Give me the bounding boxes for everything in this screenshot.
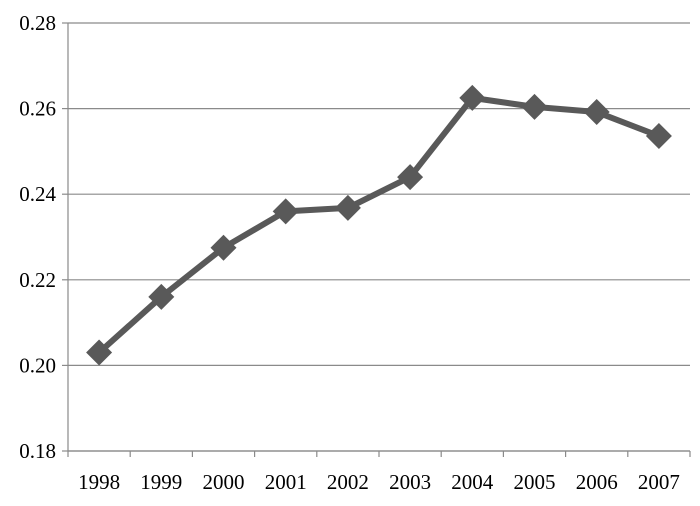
data-point-marker xyxy=(583,99,610,126)
data-point-marker xyxy=(645,122,672,149)
x-tick-label: 2001 xyxy=(265,470,307,494)
y-tick-labels: 0.18 0.20 0.22 0.24 0.26 0.28 xyxy=(19,11,56,463)
data-point-marker xyxy=(148,283,175,310)
data-point-marker xyxy=(272,198,299,225)
x-tick-label: 2006 xyxy=(576,470,618,494)
y-tick-label: 0.24 xyxy=(19,182,56,206)
data-point-marker xyxy=(459,84,486,111)
axes xyxy=(62,22,691,457)
gridlines xyxy=(68,22,690,452)
series-line-0 xyxy=(96,94,662,356)
x-tick-label: 1999 xyxy=(140,470,182,494)
y-tick-label: 0.28 xyxy=(19,11,56,35)
x-tick-label: 2002 xyxy=(327,470,369,494)
x-tick-label: 2000 xyxy=(203,470,245,494)
data-point-marker xyxy=(210,234,237,261)
data-point-marker xyxy=(521,93,548,120)
data-point-marker xyxy=(397,164,424,191)
x-tick-label: 1998 xyxy=(78,470,120,494)
series-layer xyxy=(86,84,672,366)
data-point-marker xyxy=(334,194,361,221)
x-tick-label: 2007 xyxy=(638,470,680,494)
x-tick-label: 2005 xyxy=(514,470,556,494)
y-tick-label: 0.18 xyxy=(19,439,56,463)
data-point-marker xyxy=(86,339,113,366)
x-tick-labels: 1998 1999 2000 2001 2002 2003 2004 2005 2006 2007 xyxy=(78,470,680,494)
y-tick-label: 0.20 xyxy=(19,353,56,377)
x-tick-label: 2004 xyxy=(451,470,494,494)
x-tick-label: 2003 xyxy=(389,470,431,494)
y-tick-label: 0.22 xyxy=(19,268,56,292)
y-tick-label: 0.26 xyxy=(19,97,56,121)
